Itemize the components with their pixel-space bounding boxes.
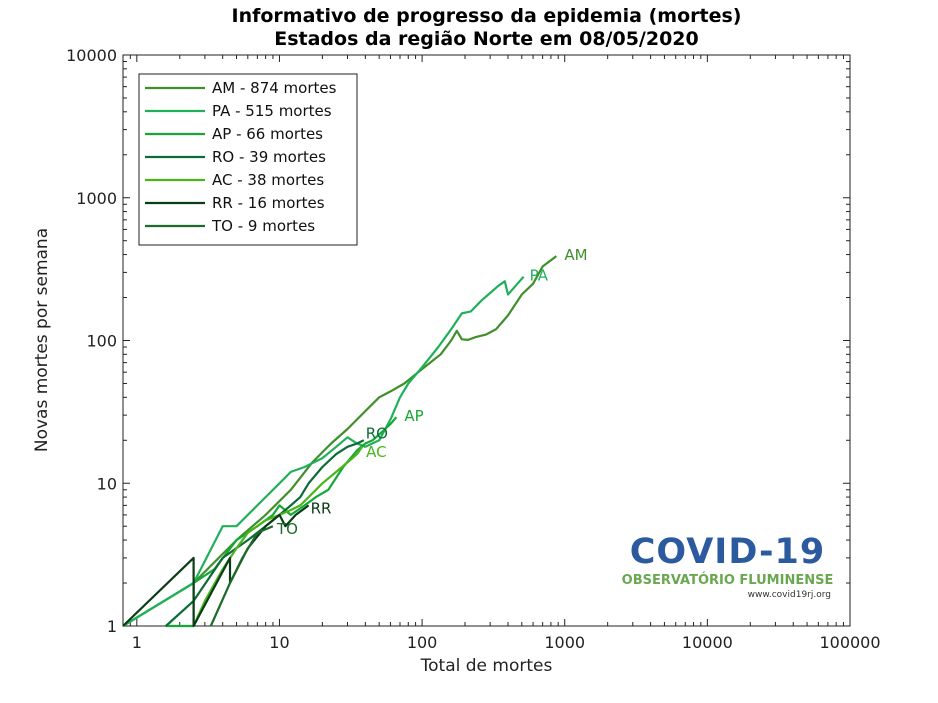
logo-title: COVID-19	[629, 532, 826, 572]
series-end-label-ro: RO	[366, 424, 388, 442]
series-end-label-ac: AC	[366, 443, 386, 461]
series-line-pa	[122, 275, 525, 627]
x-axis-label: Total de mortes	[420, 656, 553, 676]
x-tick-label: 1	[132, 633, 142, 652]
series-line-ro	[165, 439, 365, 627]
y-tick-label: 1	[107, 617, 117, 636]
x-tick-label: 10000	[682, 633, 733, 652]
series-end-label-pa: PA	[530, 267, 549, 285]
y-tick-label: 100	[86, 332, 117, 351]
y-tick-label: 10000	[66, 46, 117, 65]
series-line-am	[122, 255, 558, 627]
legend-box	[138, 73, 358, 246]
y-axis-label: Novas mortes por semana	[32, 227, 52, 453]
chart-title-line2: Estados da região Norte em 08/05/2020	[274, 28, 699, 50]
legend-label-to: TO - 9 mortes	[211, 217, 315, 235]
y-tick-label: 10	[97, 474, 117, 493]
chart-title-line1: Informativo de progresso da epidemia (mo…	[231, 5, 742, 27]
series-line-to	[209, 525, 274, 627]
legend-label-pa: PA - 515 mortes	[212, 102, 332, 120]
series-end-label-ap: AP	[404, 407, 423, 425]
x-tick-label: 100	[407, 633, 438, 652]
covid19-logo: COVID-19 OBSERVATÓRIO FLUMINENSE www.cov…	[620, 532, 835, 607]
series-end-label-to: TO	[276, 520, 298, 538]
x-tick-label: 100000	[819, 633, 880, 652]
logo-url: www.covid19rj.org	[747, 590, 831, 600]
legend-label-am: AM - 874 mortes	[212, 79, 337, 97]
legend-label-rr: RR - 16 mortes	[212, 194, 325, 212]
series-end-label-am: AM	[564, 246, 587, 264]
x-tick-label: 10	[269, 633, 289, 652]
legend-label-ac: AC - 38 mortes	[212, 171, 324, 189]
x-tick-label: 1000	[544, 633, 585, 652]
logo-subtitle: OBSERVATÓRIO FLUMINENSE	[621, 573, 834, 588]
legend-label-ap: AP - 66 mortes	[212, 125, 323, 143]
y-tick-label: 1000	[76, 189, 117, 208]
legend-label-ro: RO - 39 mortes	[212, 148, 326, 166]
series-end-label-rr: RR	[311, 499, 332, 517]
